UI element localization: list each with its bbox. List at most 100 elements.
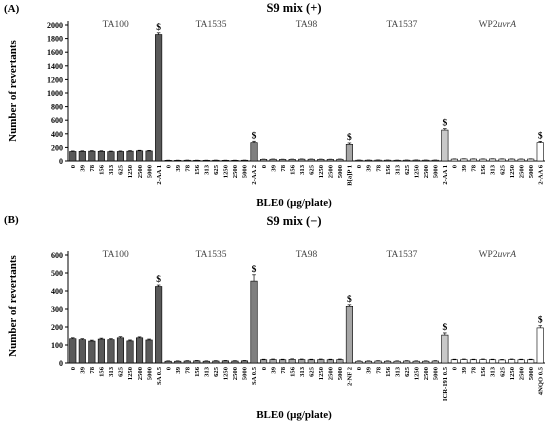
panel-b-bar xyxy=(536,327,544,364)
panel-b-x-tick-label: 1250 xyxy=(127,366,134,380)
panel-b-bar xyxy=(183,360,191,364)
panel-b-strain-label: TA98 xyxy=(296,250,318,260)
panel-a-bar xyxy=(116,151,125,162)
panel-b-bar xyxy=(450,359,458,364)
panel-a-bar xyxy=(288,159,296,162)
panel-b-y-tick-label: 100 xyxy=(51,341,63,350)
panel-b-y-tick-label: 300 xyxy=(51,305,63,314)
panel-b-bar xyxy=(288,359,296,364)
panel-b-x-tick-label: 1250 xyxy=(318,366,325,380)
panel-a-bar xyxy=(88,150,96,162)
panel-b-bar xyxy=(412,360,420,364)
panel-b-bar xyxy=(364,360,373,364)
panel-a-bar xyxy=(269,158,277,162)
panel-a-x-tick-label: 39 xyxy=(175,164,182,171)
panel-a-x-tick-label: 5000 xyxy=(337,164,344,178)
panel-b-x-tick-label: 625 xyxy=(308,366,315,377)
panel-b-strain-label: TA1535 xyxy=(196,250,227,260)
panel-a-x-tick-label: 1250 xyxy=(509,164,516,178)
panel-b-bar xyxy=(326,359,334,364)
panel-a-x-tick-label: 156 xyxy=(480,164,487,175)
panel-b-bar xyxy=(221,360,229,364)
panel-b-bar xyxy=(269,359,277,364)
panel-a-title: S9 mix (+) xyxy=(266,1,321,15)
panel-a-bar xyxy=(136,150,144,162)
panel-b-x-tick-label: 156 xyxy=(194,366,201,377)
panel-b-x-tick-label: 625 xyxy=(213,366,220,377)
panel-b-x-tick-label: 39 xyxy=(175,366,182,373)
panel-a-bar xyxy=(298,158,306,162)
panel-b-bar xyxy=(307,359,315,364)
panel-b-x-tick-label: 625 xyxy=(499,366,506,377)
panel-a-x-tick-label: 2-AA 6 xyxy=(537,164,544,184)
panel-a-bar xyxy=(450,158,458,162)
panel-a-x-tick-label: 313 xyxy=(299,164,306,175)
panel-a-x-tick-label: 313 xyxy=(394,164,401,175)
panel-b-bar xyxy=(136,337,144,364)
panel-a-strain-label: TA1535 xyxy=(196,20,227,30)
panel-a-x-tick-label: 0 xyxy=(356,164,363,168)
panel-b-x-tick-label: 4NQO 0.5 xyxy=(537,366,544,395)
panel-b-x-tick-label: 0 xyxy=(70,366,77,370)
panel-b-xlabel: BLE0 (μg/plate) xyxy=(256,409,332,421)
panel-a-bar xyxy=(317,159,325,162)
panel-b-significance-mark: $ xyxy=(156,274,161,285)
panel-a-bar xyxy=(508,158,516,162)
panel-b-significance-mark: $ xyxy=(252,264,257,275)
panel-b-bar xyxy=(193,360,201,364)
panel-a-x-tick-label: 2500 xyxy=(518,164,525,178)
panel-b-bar xyxy=(260,359,268,364)
panel-b-bar xyxy=(441,334,449,364)
panel-b-x-tick-label: 78 xyxy=(375,366,382,373)
panel-a-x-tick-label: 0 xyxy=(70,164,77,168)
panel-b-x-tick-label: 0 xyxy=(165,366,172,370)
panel-b-bar xyxy=(88,340,96,364)
panel-a-strain-label: TA98 xyxy=(296,20,318,30)
panel-b-y-tick-label: 500 xyxy=(51,269,63,278)
panel-b-bar xyxy=(240,360,249,364)
panel-a-bar xyxy=(126,150,134,162)
panel-a-significance-mark: $ xyxy=(347,132,352,143)
panel-b-bar xyxy=(126,340,134,364)
panel-b-bar xyxy=(97,338,105,364)
panel-b-x-tick-label: 313 xyxy=(299,366,306,377)
panel-b-bar xyxy=(517,359,525,364)
panel-a-y-tick-label: 0 xyxy=(59,157,63,166)
panel-a-plot: 0 200 400 600 800 1000 1200 1400 1600 1800 2000 TA1… xyxy=(47,20,545,186)
panel-a-x-tick-label: 625 xyxy=(308,164,315,175)
panel-a-significance-mark: $ xyxy=(538,130,543,141)
panel-a-strain-label: TA1537 xyxy=(386,20,417,30)
panel-b-significance-mark: $ xyxy=(347,294,352,305)
panel-b-bar xyxy=(78,339,86,364)
panel-a-bar xyxy=(498,158,506,162)
panel-a-x-tick-label: 1250 xyxy=(127,164,134,178)
panel-b-x-tick-label: 2-NF 2 xyxy=(347,366,354,386)
panel-b-bar xyxy=(384,360,392,364)
panel-a-bar xyxy=(78,151,86,162)
panel-b-bar xyxy=(393,360,401,364)
panel-b-bar xyxy=(355,360,363,364)
panel-a-x-tick-label: 78 xyxy=(89,164,96,171)
panel-b-x-tick-label: 0 xyxy=(452,366,459,370)
panel-a-y-tick-label: 1200 xyxy=(47,75,63,84)
panel-b-x-tick-label: 2500 xyxy=(518,366,525,380)
panel-a-x-tick-label: 156 xyxy=(289,164,296,175)
panel-a-x-tick-label: 0 xyxy=(261,164,268,168)
panel-b-bar xyxy=(145,339,153,364)
panel-a-y-tick-label: 400 xyxy=(51,130,63,139)
panel-b-x-tick-label: 0 xyxy=(261,366,268,370)
panel-b-x-tick-label: 78 xyxy=(471,366,478,373)
panel-b-x-tick-label: 39 xyxy=(270,366,277,373)
panel-b-bar xyxy=(508,359,516,364)
panel-b-y-tick-label: 400 xyxy=(51,287,63,296)
panel-b-x-tick-label: 0 xyxy=(356,366,363,370)
panel-a-bar xyxy=(479,158,487,162)
panel-b-bar xyxy=(374,360,382,364)
panel-a-x-tick-label: 5000 xyxy=(146,164,153,178)
panel-b-x-tick-label: 5000 xyxy=(432,366,439,380)
panel-a-x-tick-label: 625 xyxy=(499,164,506,175)
panel-a-x-tick-label: 2500 xyxy=(328,164,335,178)
panel-a-x-tick-label: B[a]P 1 xyxy=(347,165,354,186)
panel-b-bar xyxy=(479,359,487,364)
panel-b-bar xyxy=(250,280,258,364)
